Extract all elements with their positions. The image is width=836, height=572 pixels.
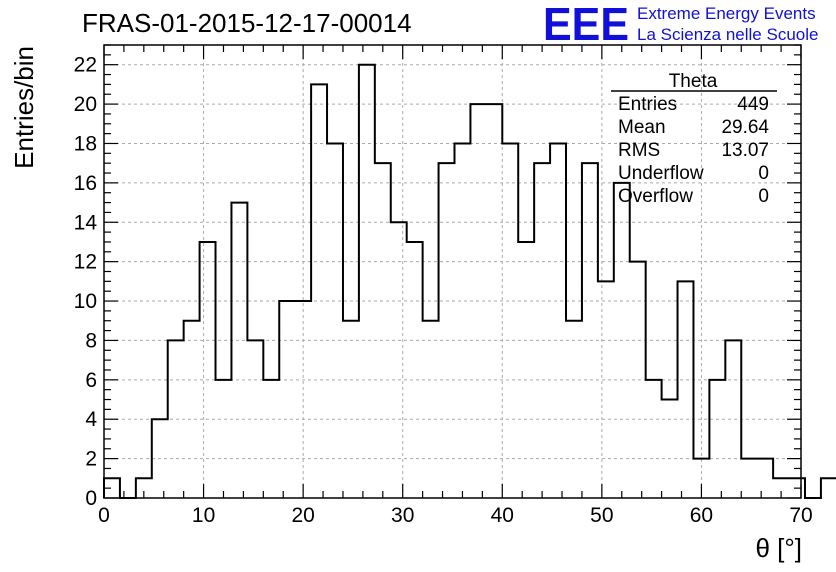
stats-value: 0: [758, 163, 769, 184]
y-tick-label: 14: [74, 211, 98, 234]
logo-line-2: La Scienza nelle Scuole: [637, 25, 818, 44]
x-tick-label: 30: [391, 504, 414, 527]
x-tick-label: 40: [491, 504, 514, 527]
y-tick-label: 4: [85, 408, 97, 431]
x-tick-label: 70: [789, 504, 812, 527]
x-tick-labels: 0 10 20 30 40 50 60 70: [98, 504, 813, 527]
y-tick-label: 8: [85, 329, 97, 352]
eee-logo: EEE Extreme Energy Events La Scienza nel…: [543, 0, 818, 50]
stats-value: 29.64: [721, 117, 769, 138]
y-tick-label: 2: [85, 448, 97, 471]
y-tick-label: 18: [74, 132, 97, 155]
stats-label: Underflow: [618, 163, 704, 184]
y-tick-label: 20: [74, 93, 97, 116]
stats-label: Mean: [618, 117, 666, 138]
axis-ticks: [103, 44, 802, 499]
stats-label: Entries: [618, 94, 677, 115]
histogram-outline: [103, 63, 836, 499]
stats-value: 0: [758, 186, 769, 207]
stats-box: Theta Entries 449 Mean 29.64 RMS 13.07 Underfl…: [611, 71, 777, 207]
grid-lines: [104, 45, 801, 498]
x-tick-label: 60: [690, 504, 713, 527]
stats-value: 449: [737, 94, 769, 115]
y-tick-label: 10: [74, 290, 97, 313]
logo-mark: EEE: [543, 0, 629, 50]
y-tick-labels: 0 2 4 6 8 10 12 14 16 18 20 22: [74, 54, 98, 510]
y-axis-label: Entries/bin: [9, 46, 39, 169]
stats-title: Theta: [669, 71, 718, 92]
logo-line-1: Extreme Energy Events: [637, 4, 816, 23]
x-tick-label: 20: [291, 504, 314, 527]
stats-rows: Entries 449 Mean 29.64 RMS 13.07 Underflow 0 Ove…: [618, 94, 769, 207]
stats-label: RMS: [618, 140, 660, 161]
plot-frame: [103, 44, 802, 499]
y-tick-label: 0: [85, 487, 97, 510]
x-tick-label: 50: [590, 504, 613, 527]
y-tick-label: 16: [74, 172, 97, 195]
x-tick-label: 10: [192, 504, 215, 527]
chart-title: FRAS-01-2015-12-17-00014: [82, 8, 412, 38]
stats-label: Overflow: [618, 186, 693, 207]
y-tick-label: 12: [74, 251, 97, 274]
stats-value: 13.07: [721, 140, 769, 161]
y-tick-label: 6: [85, 369, 97, 392]
y-tick-label: 22: [74, 54, 97, 77]
x-axis-label: θ [°]: [755, 533, 802, 563]
x-tick-label: 0: [98, 504, 110, 527]
